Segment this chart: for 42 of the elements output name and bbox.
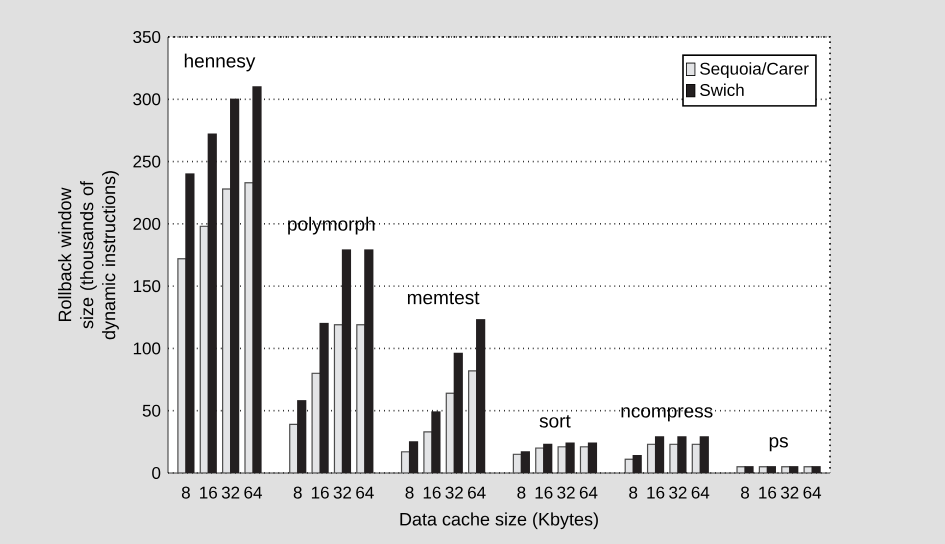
legend-label: Sequoia/Carer xyxy=(700,62,809,78)
y-tick-label: 150 xyxy=(134,280,160,292)
x-tick-label: 8 xyxy=(629,486,638,499)
x-tick-label: 8 xyxy=(294,486,302,499)
annotation: sort xyxy=(540,415,571,428)
x-tick-label: 16 xyxy=(312,486,329,499)
x-tick-label: 32 xyxy=(669,486,687,499)
y-tick-label: 200 xyxy=(133,218,160,230)
legend-label: Swich xyxy=(700,84,744,96)
x-tick-label: 8 xyxy=(741,486,750,499)
x-tick-label: 64 xyxy=(468,486,486,499)
x-tick-label: 32 xyxy=(557,486,575,499)
y-tick-label: 300 xyxy=(133,93,160,106)
y-tick-label: 0 xyxy=(152,466,160,479)
x-tick-label: 64 xyxy=(244,486,262,499)
x-tick-label: 8 xyxy=(406,486,414,499)
annotation: ps xyxy=(770,437,788,452)
y-tick-label: 100 xyxy=(134,342,160,354)
annotation: ncompress xyxy=(622,407,713,422)
x-tick-label: 32 xyxy=(222,486,240,499)
x-tick-label: 8 xyxy=(182,486,190,499)
x-tick-label: 32 xyxy=(445,486,463,499)
x-tick-label: 64 xyxy=(692,486,710,499)
x-tick-label: 16 xyxy=(200,486,217,499)
x-axis-title: Data cache size (Kbytes) xyxy=(400,512,598,530)
x-tick-label: 64 xyxy=(580,486,598,499)
y-tick-label: 50 xyxy=(142,404,160,417)
x-tick-label: 16 xyxy=(759,486,776,499)
y-axis-title: Rollback window size (thousands of dynamic instructions) xyxy=(58,171,119,340)
annotation: polymorph xyxy=(288,216,374,235)
x-tick-label: 16 xyxy=(536,486,552,499)
x-tick-label: 64 xyxy=(804,486,822,499)
y-tick-label: 350 xyxy=(133,30,160,43)
annotation: hennesy xyxy=(184,54,256,72)
x-tick-label: 16 xyxy=(424,486,441,499)
annotation: memtest xyxy=(408,292,480,304)
x-tick-label: 32 xyxy=(334,486,352,499)
x-tick-label: 64 xyxy=(356,486,374,499)
x-tick-label: 8 xyxy=(517,486,526,499)
x-tick-label: 16 xyxy=(647,486,664,499)
y-tick-label: 250 xyxy=(133,156,160,168)
x-tick-label: 32 xyxy=(780,486,798,499)
